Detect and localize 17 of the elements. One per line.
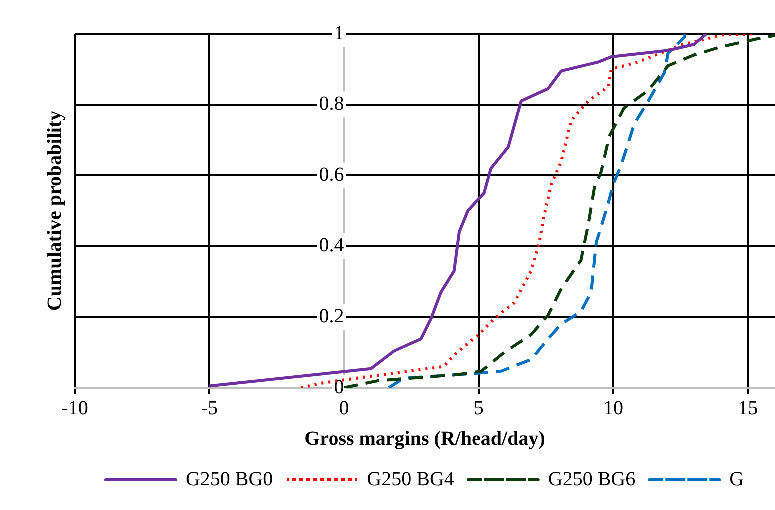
- x-tick-label: 10: [603, 397, 624, 420]
- y-tick-label: 0: [334, 376, 344, 398]
- y-tick-label: 0.6: [319, 164, 344, 186]
- legend-label: G250 BG6: [548, 468, 636, 490]
- y-tick-label: 0.2: [319, 305, 344, 328]
- x-axis-title: Gross margins (R/head/day): [304, 428, 546, 450]
- legend-label: G: [730, 468, 744, 490]
- legend-label: G250 BG0: [186, 468, 274, 490]
- legend-label: G250 BG4: [367, 468, 454, 490]
- x-tick-label: -5: [201, 397, 218, 420]
- y-axis-title: Cumulative probability: [44, 110, 66, 312]
- y-tick-label: 1: [334, 22, 344, 44]
- x-tick-label: 5: [474, 397, 484, 420]
- x-tick-label: 15: [738, 397, 758, 420]
- x-tick-label: -10: [62, 397, 88, 420]
- y-tick-label: 0.4: [319, 234, 344, 257]
- y-tick-label: 0.8: [319, 93, 344, 116]
